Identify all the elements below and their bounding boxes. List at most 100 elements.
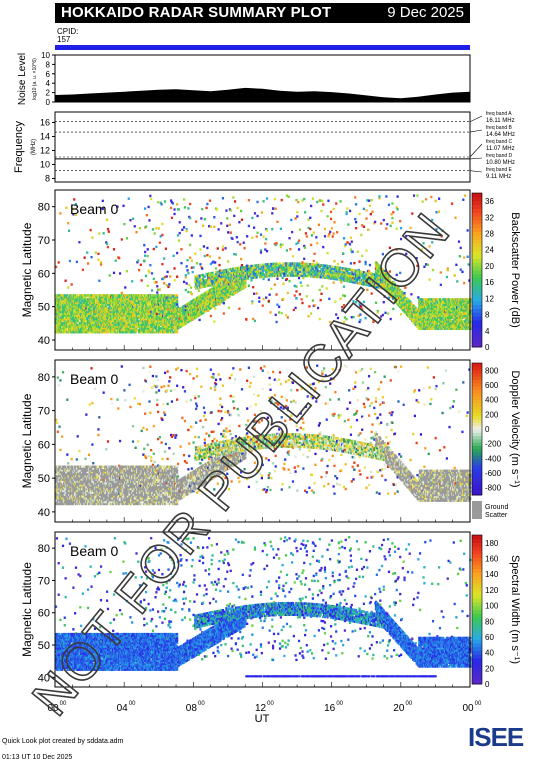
data-cell (85, 308, 88, 312)
data-cell (157, 310, 161, 314)
data-cell (312, 263, 315, 266)
data-cell (189, 243, 192, 247)
data-cell (91, 236, 94, 239)
data-cell (194, 298, 197, 301)
data-cell (150, 325, 154, 328)
data-cell (358, 276, 361, 279)
data-cell (294, 306, 297, 310)
data-cell (211, 279, 214, 283)
data-cell (275, 264, 278, 267)
data-cell (233, 200, 237, 203)
data-cell (274, 268, 277, 272)
data-cell (142, 308, 145, 312)
data-cell (206, 202, 209, 206)
data-cell (189, 286, 193, 289)
data-cell (78, 314, 81, 317)
data-cell (99, 261, 103, 264)
data-cell (282, 264, 285, 267)
data-cell (153, 281, 156, 284)
data-cell (148, 271, 151, 274)
data-cell (118, 297, 121, 301)
data-cell (356, 250, 359, 253)
freq-band-value: 14.64 MHz (486, 132, 515, 138)
data-cell (265, 237, 268, 241)
data-cell (138, 268, 141, 272)
data-cell (232, 269, 235, 273)
data-cell (319, 275, 322, 279)
data-cell (147, 310, 150, 314)
data-cell (178, 318, 181, 322)
data-cell (210, 295, 213, 298)
data-cell (221, 283, 224, 286)
data-cell (274, 266, 277, 270)
data-cell (348, 276, 352, 279)
data-cell (339, 270, 342, 274)
data-cell (103, 329, 106, 332)
data-cell (343, 294, 346, 298)
data-cell (155, 296, 158, 299)
data-cell (75, 260, 78, 264)
data-cell (175, 318, 178, 321)
data-cell (251, 302, 254, 305)
data-cell (265, 197, 269, 200)
data-cell (364, 316, 367, 320)
data-cell (209, 314, 212, 318)
data-cell (146, 254, 149, 258)
data-cell (334, 277, 337, 281)
data-cell (80, 325, 84, 328)
data-cell (64, 321, 67, 325)
data-cell (295, 274, 298, 277)
data-cell (150, 297, 154, 301)
data-cell (125, 330, 129, 334)
data-cell (74, 202, 78, 206)
data-cell (228, 223, 231, 226)
data-cell (267, 267, 270, 270)
data-cell (93, 321, 96, 325)
data-cell (79, 316, 82, 319)
data-cell (131, 280, 134, 283)
data-cell (220, 275, 223, 279)
data-cell (169, 296, 173, 299)
data-cell (284, 268, 287, 271)
data-cell (330, 227, 334, 230)
data-cell (173, 299, 176, 303)
freq-band-label: freq band A (486, 111, 512, 117)
data-cell (76, 314, 79, 317)
data-cell (177, 311, 180, 315)
data-cell (365, 209, 368, 212)
data-cell (119, 316, 123, 319)
data-cell (230, 290, 233, 293)
data-cell (216, 298, 219, 302)
data-cell (310, 204, 313, 208)
data-cell (303, 274, 306, 278)
data-cell (206, 253, 209, 257)
data-cell (114, 310, 117, 314)
data-cell (282, 297, 285, 301)
data-cell (220, 298, 223, 301)
data-cell (236, 206, 239, 210)
data-cell (67, 310, 71, 314)
data-cell (355, 301, 358, 304)
data-cell (223, 287, 226, 290)
data-cell (224, 297, 227, 301)
data-cell (322, 203, 325, 206)
data-cell (303, 268, 306, 272)
data-cell (122, 330, 125, 334)
data-cell (288, 268, 291, 271)
data-cell (293, 272, 296, 275)
data-cell (200, 286, 203, 289)
data-cell (298, 264, 302, 267)
data-cell (358, 260, 361, 263)
data-cell (55, 265, 58, 269)
data-cell (65, 206, 68, 209)
data-cell (321, 199, 324, 203)
data-cell (321, 285, 324, 288)
data-cell (252, 272, 256, 275)
data-cell (202, 283, 206, 286)
data-cell (222, 312, 225, 315)
data-cell (239, 279, 242, 282)
data-cell (342, 273, 346, 276)
data-cell (221, 271, 224, 275)
data-cell (354, 271, 357, 274)
data-cell (349, 280, 353, 283)
